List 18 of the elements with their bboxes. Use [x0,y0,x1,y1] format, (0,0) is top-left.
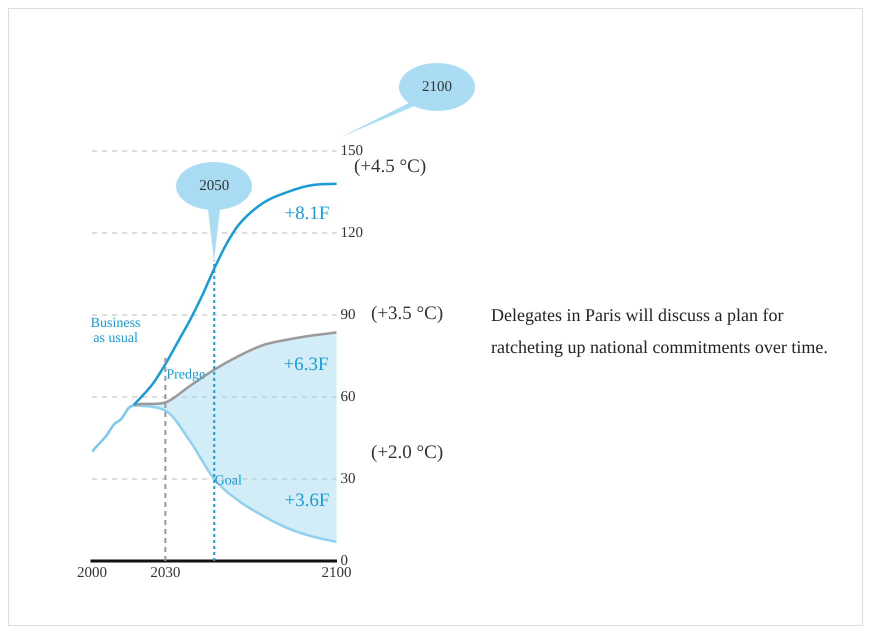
series-label: Predge [166,368,206,383]
annotation: +3.6F [283,489,331,513]
text: 2100 [421,78,453,97]
text: (+3.5 °C) [371,302,444,326]
series-label: Goal [214,474,242,489]
x-tick-label: 2030 [150,564,180,581]
y-tick-label: 60 [340,388,356,405]
y-tick-label: 30 [340,470,356,487]
ref-line-label: 2050 [198,176,230,196]
x-tick-label: 2000 [77,564,107,581]
annotation: +8.1F [283,202,331,226]
y-tick-label: 90 [340,306,356,323]
x-tick-label: 2100 [322,564,352,581]
text: Business as usual [90,316,140,346]
text: Delegates in Paris will discuss a plan for ratcheting up national commitments over time. [491,304,829,359]
text: (+2.0 °C) [371,441,444,465]
y-tick-label: 120 [340,224,363,241]
annotation: +6.3F [282,353,330,377]
